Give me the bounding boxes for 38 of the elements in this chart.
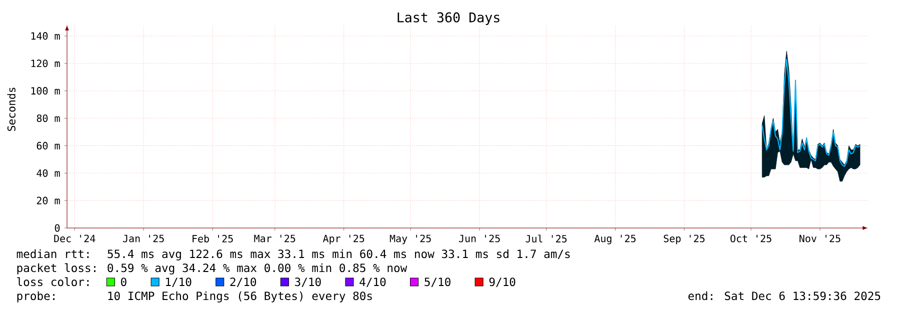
x-tick-label: Mar '25 — [254, 234, 296, 242]
x-tick-label: Feb '25 — [192, 234, 233, 242]
x-tick-label: Dec '24 — [54, 234, 96, 242]
x-tick-label: Jul '25 — [526, 234, 567, 242]
y-tick-label: 0 — [54, 224, 60, 232]
legend-label: 0 — [121, 278, 126, 286]
x-tick-label: Apr '25 — [322, 234, 364, 244]
legend-label: 1/10 — [166, 278, 192, 288]
x-tick-label: May '25 — [390, 234, 431, 244]
y-tick-label: 140 m — [31, 32, 60, 40]
y-tick-label: 120 m — [31, 60, 60, 68]
y-axis-title: Seconds — [7, 88, 16, 131]
y-tick-label: 20 m — [36, 196, 60, 204]
text: end: Sat Dec 6 13:59:36 2025 — [688, 291, 880, 300]
x-tick-label: Aug '25 — [594, 234, 636, 244]
y-tick-label: 80 m — [36, 114, 60, 122]
text: 10 ICMP Echo Pings (56 Bytes) every 80s — [108, 291, 372, 302]
legend-title: loss color: — [17, 277, 89, 286]
x-tick-label: Sep '25 — [664, 234, 705, 244]
line-series — [762, 58, 861, 167]
text: packet loss: — [17, 263, 96, 274]
legend-label: 9/10 — [489, 278, 516, 288]
y-tick-label: 40 m — [36, 169, 60, 177]
x-tick-label: Jun '25 — [459, 234, 500, 242]
text: 0.59 % avg 34.24 % max 0.00 % min 0.85 % now — [108, 263, 408, 274]
legend-label: 2/10 — [230, 278, 256, 288]
y-tick-label: 60 m — [36, 142, 60, 150]
legend-label: 3/10 — [295, 278, 321, 288]
text: median rtt: — [16, 249, 89, 258]
text: probe: — [17, 291, 54, 302]
x-tick-label: Nov '25 — [800, 234, 840, 242]
x-tick-label: Oct '25 — [730, 234, 772, 242]
legend-label: 5/10 — [424, 278, 450, 288]
legend-label: 4/10 — [360, 278, 386, 288]
text: 55.4 ms avg 122.6 ms max 33.1 ms min 60.4 ms now 33.1 ms sd 1.7 am/s — [108, 249, 570, 260]
y-tick-label: 100 m — [31, 87, 60, 95]
chart-title: Last 360 Days — [398, 12, 500, 25]
x-tick-label: Jan '25 — [123, 234, 164, 242]
